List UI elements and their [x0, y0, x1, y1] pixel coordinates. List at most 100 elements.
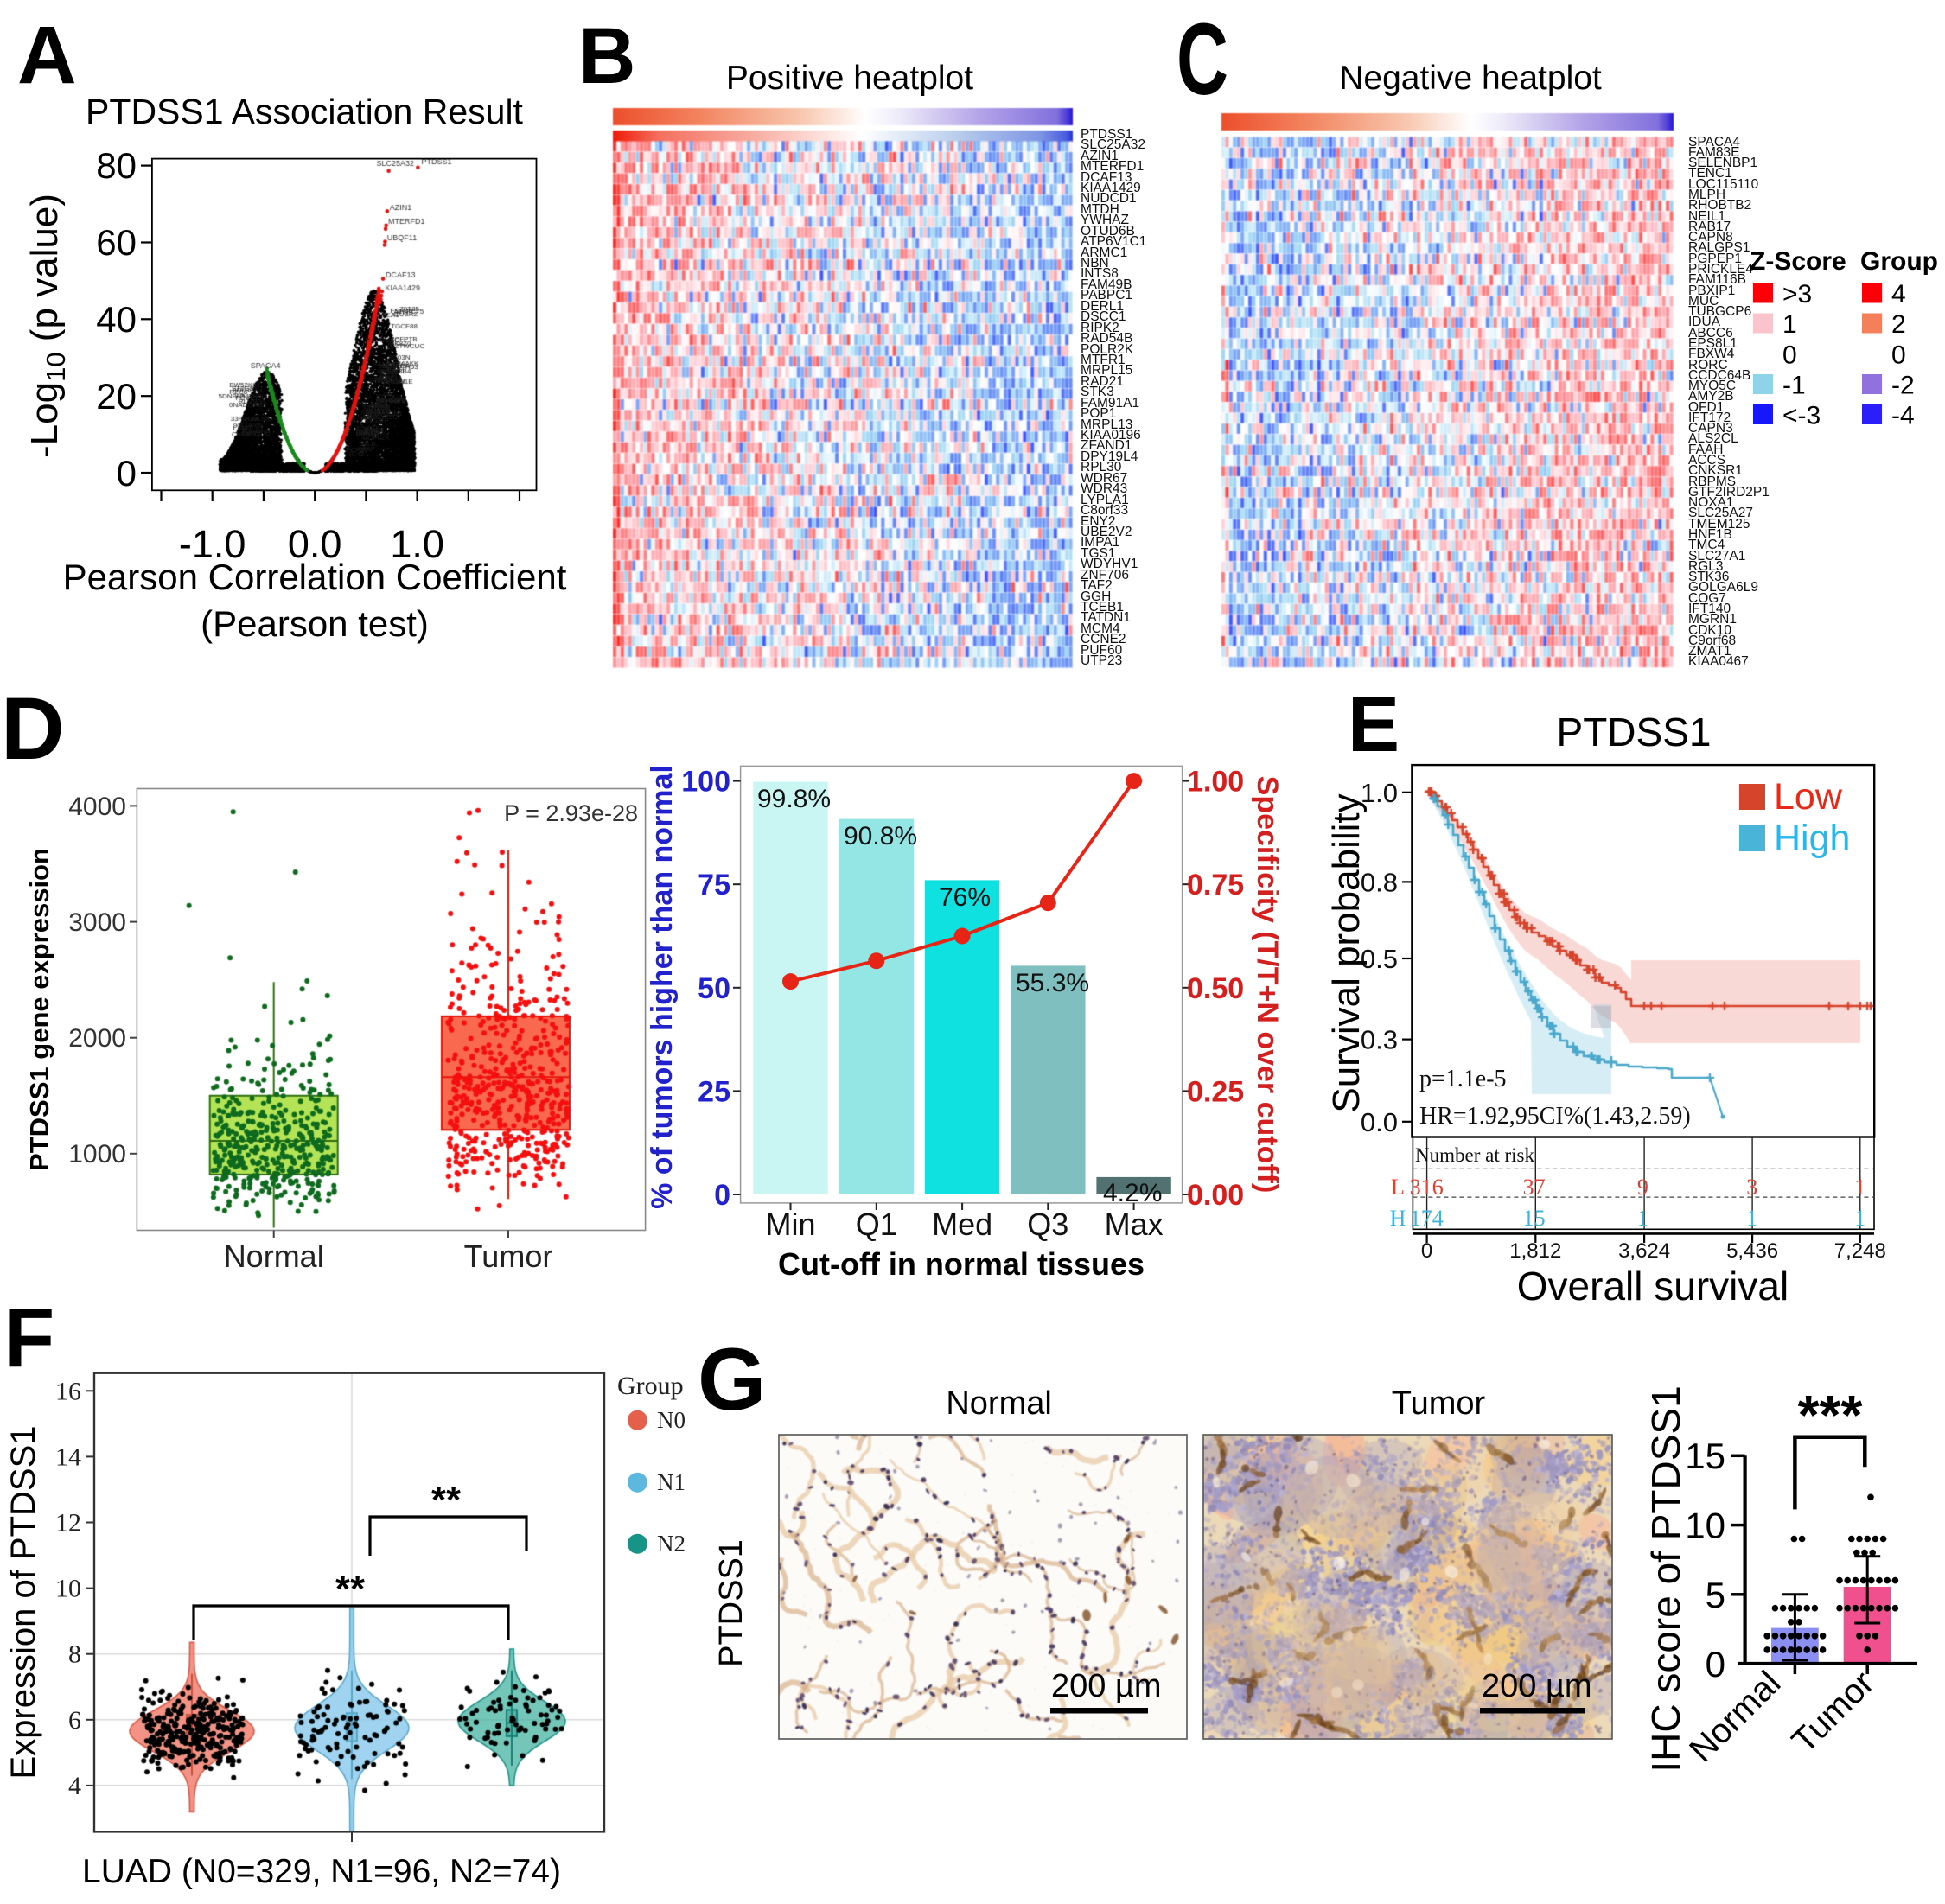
svg-text:D: D: [1, 679, 65, 778]
svg-text:P = 2.93e-28: P = 2.93e-28: [504, 800, 638, 826]
svg-text:Normal: Normal: [224, 1239, 324, 1274]
svg-text:3,624: 3,624: [1618, 1239, 1670, 1263]
svg-text:LUAD (N0=329, N1=96, N2=74): LUAD (N0=329, N1=96, N2=74): [82, 1853, 561, 1890]
svg-text:1: 1: [1854, 1175, 1865, 1200]
svg-text:60: 60: [96, 222, 137, 263]
svg-text:4: 4: [68, 1772, 81, 1800]
svg-text:25: 25: [698, 1075, 730, 1108]
svg-text:0: 0: [1706, 1644, 1725, 1684]
svg-text:Expression of PTDSS1: Expression of PTDSS1: [4, 1425, 42, 1779]
svg-text:76%: 76%: [939, 883, 991, 912]
svg-text:Q3: Q3: [1027, 1207, 1068, 1242]
svg-text:Tumor: Tumor: [1392, 1385, 1486, 1422]
svg-text:-1: -1: [1782, 372, 1806, 400]
svg-text:Survival probability: Survival probability: [1325, 793, 1368, 1112]
svg-text:20: 20: [96, 376, 137, 417]
svg-text:3: 3: [1746, 1175, 1757, 1200]
svg-text:0.0: 0.0: [288, 522, 342, 566]
svg-text:Tumor: Tumor: [1785, 1664, 1882, 1761]
svg-text:B: B: [578, 12, 635, 100]
svg-text:N1: N1: [657, 1469, 686, 1495]
svg-text:316: 316: [1410, 1175, 1444, 1200]
svg-text:0: 0: [1782, 341, 1797, 370]
svg-text:1.0: 1.0: [1361, 778, 1398, 808]
svg-text:Specificity (T/T+N over cutoff: Specificity (T/T+N over cutoff): [1251, 776, 1284, 1194]
svg-text:1.0: 1.0: [390, 522, 444, 566]
svg-text:1000: 1000: [68, 1140, 126, 1169]
svg-text:40: 40: [96, 299, 137, 340]
svg-text:5: 5: [1706, 1575, 1725, 1615]
svg-text:% of tumors higher than normal: % of tumors higher than normal: [646, 765, 679, 1209]
svg-text:15: 15: [1685, 1436, 1725, 1476]
svg-text:37: 37: [1523, 1175, 1546, 1200]
svg-text:PTDSS1: PTDSS1: [713, 1539, 749, 1667]
svg-text:4.2%: 4.2%: [1103, 1179, 1162, 1207]
svg-text:0.25: 0.25: [1187, 1075, 1244, 1108]
svg-text:0: 0: [714, 1179, 730, 1212]
svg-text:4: 4: [1891, 280, 1906, 309]
svg-text:**: **: [335, 1568, 366, 1610]
svg-text:7,248: 7,248: [1834, 1239, 1886, 1263]
svg-text:***: ***: [1798, 1384, 1863, 1446]
svg-text:2000: 2000: [68, 1024, 126, 1053]
svg-text:2: 2: [1891, 310, 1906, 339]
svg-text:Number at risk: Number at risk: [1415, 1144, 1534, 1166]
svg-text:0.8: 0.8: [1361, 867, 1398, 897]
svg-text:Med: Med: [932, 1207, 992, 1242]
svg-text:F: F: [3, 1290, 54, 1385]
svg-text:IHC score of PTDSS1: IHC score of PTDSS1: [1643, 1385, 1688, 1772]
svg-text:15: 15: [1523, 1206, 1546, 1231]
svg-text:55.3%: 55.3%: [1016, 969, 1089, 997]
svg-text:1: 1: [1637, 1206, 1648, 1231]
svg-text:Positive heatplot: Positive heatplot: [726, 60, 973, 97]
svg-text:-Log10 (p value): -Log10 (p value): [23, 194, 71, 458]
svg-text:0.50: 0.50: [1187, 972, 1244, 1005]
svg-text:1,812: 1,812: [1509, 1239, 1561, 1263]
svg-text:p=1.1e-5: p=1.1e-5: [1419, 1066, 1507, 1092]
svg-text:-1.0: -1.0: [179, 522, 246, 566]
svg-text:Tumor: Tumor: [464, 1239, 553, 1274]
svg-text:Group: Group: [617, 1372, 684, 1400]
svg-text:Group: Group: [1860, 247, 1938, 276]
svg-text:C: C: [1177, 3, 1228, 117]
svg-text:0.0: 0.0: [1361, 1107, 1398, 1137]
svg-text:200 µm: 200 µm: [1051, 1668, 1162, 1704]
svg-text:0.75: 0.75: [1187, 869, 1244, 901]
svg-text:Q1: Q1: [856, 1207, 897, 1242]
svg-text:Min: Min: [765, 1207, 815, 1242]
svg-text:0: 0: [1421, 1239, 1432, 1263]
svg-text:3000: 3000: [68, 908, 126, 937]
svg-text:Negative heatplot: Negative heatplot: [1339, 60, 1602, 97]
svg-text:50: 50: [698, 972, 730, 1005]
svg-text:14: 14: [55, 1442, 81, 1471]
svg-text:0.3: 0.3: [1361, 1025, 1398, 1055]
svg-text:Normal: Normal: [946, 1385, 1051, 1422]
svg-text:-4: -4: [1891, 402, 1915, 430]
svg-text:Normal: Normal: [1682, 1664, 1788, 1769]
svg-text:6: 6: [68, 1706, 81, 1735]
svg-text:90.8%: 90.8%: [844, 822, 917, 850]
svg-text:N2: N2: [657, 1531, 686, 1557]
svg-text:12: 12: [55, 1509, 81, 1538]
svg-text:16: 16: [55, 1377, 81, 1405]
svg-text:0.00: 0.00: [1187, 1179, 1244, 1212]
svg-text:1: 1: [1854, 1206, 1865, 1231]
svg-text:174: 174: [1410, 1206, 1444, 1231]
svg-text:Max: Max: [1105, 1207, 1164, 1242]
svg-text:0.5: 0.5: [1361, 944, 1398, 974]
svg-text:PTDSS1 Association Result: PTDSS1 Association Result: [86, 92, 524, 131]
svg-text:5,436: 5,436: [1726, 1239, 1778, 1263]
svg-text:Cut-off in normal tissues: Cut-off in normal tissues: [778, 1246, 1145, 1282]
svg-text:0: 0: [117, 453, 137, 494]
svg-text:High: High: [1774, 818, 1850, 859]
svg-text:1: 1: [1782, 310, 1797, 339]
svg-text:1.00: 1.00: [1187, 766, 1244, 799]
svg-text:8: 8: [68, 1640, 81, 1669]
svg-text:4000: 4000: [68, 793, 126, 821]
svg-text:E: E: [1348, 682, 1400, 768]
svg-text:Z-Score: Z-Score: [1750, 247, 1846, 276]
svg-text:Overall survival: Overall survival: [1517, 1264, 1789, 1309]
svg-text:Low: Low: [1774, 776, 1843, 818]
svg-text:(Pearson test): (Pearson test): [201, 603, 429, 644]
svg-text:1: 1: [1746, 1206, 1757, 1231]
